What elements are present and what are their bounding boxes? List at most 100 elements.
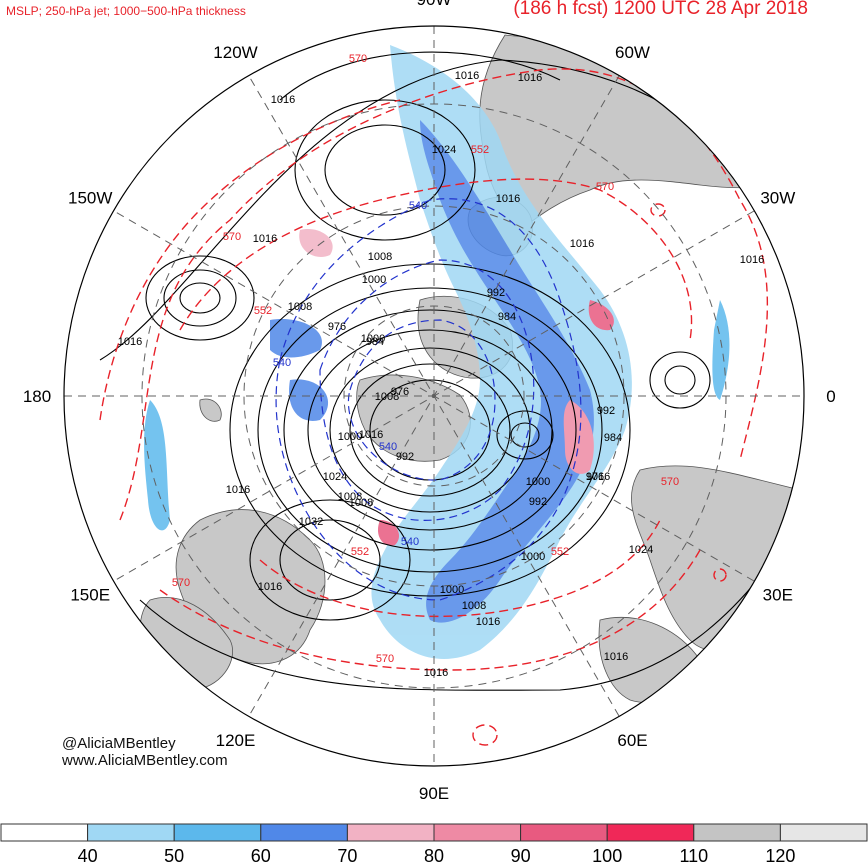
isobar-label: 1024 bbox=[432, 144, 456, 156]
isobar-label: 1000 bbox=[440, 584, 464, 596]
thickness-label-warm: 570 bbox=[376, 653, 394, 665]
longitude-label: 150W bbox=[68, 189, 112, 208]
isobar-label: 1016 bbox=[496, 193, 520, 205]
thickness-labels-cold: 540 540 540 540 bbox=[273, 200, 427, 548]
colorbar-swatch bbox=[173, 823, 262, 842]
colorbar-boxes bbox=[0, 823, 868, 842]
thickness-label-warm: 552 bbox=[471, 144, 489, 156]
isobar-label: 1032 bbox=[299, 516, 323, 528]
colorbar-swatch bbox=[606, 823, 695, 842]
isobar-label: 1008 bbox=[368, 251, 392, 263]
isobar-label: 976 bbox=[328, 321, 346, 333]
isobar-label: 992 bbox=[597, 405, 615, 417]
isobar-label: 1008 bbox=[349, 497, 373, 509]
colorbar-swatch bbox=[260, 823, 348, 842]
isobar-label: 1024 bbox=[629, 544, 653, 556]
thickness-label-cold: 540 bbox=[409, 200, 427, 212]
colorbar-swatch bbox=[87, 823, 175, 842]
isobar-label: 1016 bbox=[258, 581, 282, 593]
isobar-label: 1008 bbox=[462, 600, 486, 612]
colorbar-tick-label: 120 bbox=[765, 846, 795, 865]
thickness-label-cold: 540 bbox=[273, 357, 291, 369]
colorbar-swatch bbox=[346, 823, 435, 842]
jet-shading bbox=[144, 45, 730, 659]
colorbar-tick-label: 110 bbox=[679, 846, 708, 865]
isobar-label: 1016 bbox=[455, 70, 479, 82]
isobar-label: 1016 bbox=[604, 651, 628, 663]
thickness-cold bbox=[275, 198, 582, 601]
colorbar-tick-label: 60 bbox=[251, 846, 271, 865]
isobar-label: 1008 bbox=[375, 391, 399, 403]
isobar-label: 1016 bbox=[253, 233, 277, 245]
thickness-label-warm: 570 bbox=[596, 181, 614, 193]
jet-speed-colorbar: 40 50 60 70 80 90 100 110 120 bbox=[0, 823, 868, 865]
thickness-labels-warm: 570 552 570 552 570 570 570 552 552 570 bbox=[172, 53, 679, 665]
map-boundary bbox=[63, 25, 805, 767]
isobar-label: 1000 bbox=[361, 333, 385, 345]
colorbar-tick-label: 70 bbox=[337, 846, 357, 865]
isobar-label: 992 bbox=[487, 287, 505, 299]
longitude-label: 30W bbox=[760, 189, 795, 208]
longitude-label: 120E bbox=[216, 731, 256, 750]
longitude-label: 60W bbox=[615, 43, 650, 62]
land-alaska-islands bbox=[199, 398, 222, 422]
mslp-isobars bbox=[99, 51, 801, 691]
isobar-labels: 1016 101610161024101610081000992984976100… bbox=[118, 70, 764, 679]
isobar-label: 1016 bbox=[359, 429, 383, 441]
isobar-label: 1000 bbox=[338, 431, 362, 443]
thickness-label-cold: 540 bbox=[379, 441, 397, 453]
credit-website: www.AliciaMBentley.com bbox=[62, 752, 228, 769]
fields-description: MSLP; 250-hPa jet; 1000−500-hPa thicknes… bbox=[6, 4, 246, 18]
colorbar-tick-label: 40 bbox=[78, 846, 98, 865]
isobar-label: 1000 bbox=[526, 476, 550, 488]
polar-stereographic-map: 1016 101610161024101610081000992984976100… bbox=[23, 0, 836, 803]
isobar-label: 1008 bbox=[338, 491, 362, 503]
isobar-label: 976 bbox=[391, 386, 409, 398]
longitude-label: 60E bbox=[617, 731, 647, 750]
thickness-label-warm: 552 bbox=[351, 546, 369, 558]
isobar-label: 1024 bbox=[323, 471, 347, 483]
colorbar-labels: 40 50 60 70 80 90 100 110 120 bbox=[78, 846, 796, 865]
isobar-label: 984 bbox=[498, 311, 516, 323]
isobar-label: 1016 bbox=[118, 336, 142, 348]
colorbar-swatch bbox=[0, 823, 89, 842]
isobar-label: 1016 bbox=[586, 471, 610, 483]
longitude-label: 90W bbox=[417, 0, 452, 9]
isobar-label: 1016 bbox=[476, 616, 500, 628]
isobar-label: 1000 bbox=[362, 274, 386, 286]
longitude-label: 150E bbox=[70, 586, 110, 605]
isobar-label: 984 bbox=[366, 336, 384, 348]
colorbar-swatch bbox=[520, 823, 608, 842]
thickness-label-warm: 570 bbox=[223, 231, 241, 243]
thickness-label-warm: 570 bbox=[661, 476, 679, 488]
isobar-label: 1016 bbox=[740, 254, 764, 266]
longitude-label: 0 bbox=[826, 387, 835, 406]
thickness-warm bbox=[99, 68, 769, 746]
graticule bbox=[64, 26, 804, 766]
colorbar-swatch bbox=[779, 823, 868, 842]
thickness-label-warm: 570 bbox=[172, 577, 190, 589]
isobar-label: 1000 bbox=[521, 551, 545, 563]
thickness-label-warm: 552 bbox=[254, 305, 272, 317]
colorbar-tick-label: 90 bbox=[511, 846, 531, 865]
longitude-label: 30E bbox=[763, 586, 793, 605]
colorbar-swatch bbox=[433, 823, 522, 842]
longitude-label: 90E bbox=[419, 784, 449, 803]
forecast-title: (186 h fcst) 1200 UTC 28 Apr 2018 bbox=[513, 0, 808, 19]
longitude-label: 120W bbox=[213, 43, 257, 62]
colorbar-swatch bbox=[693, 823, 781, 842]
isobar-label: 1016 bbox=[226, 484, 250, 496]
longitude-label: 180 bbox=[23, 387, 51, 406]
isobar-label: 1008 bbox=[288, 301, 312, 313]
thickness-label-warm: 552 bbox=[551, 546, 569, 558]
colorbar-tick-label: 100 bbox=[592, 846, 622, 865]
colorbar-tick-label: 50 bbox=[164, 846, 184, 865]
isobar-label: 976 bbox=[586, 471, 604, 483]
isobar-label: 1016 bbox=[271, 94, 295, 106]
isobar-label: 1016 bbox=[518, 72, 542, 84]
thickness-label-cold: 540 bbox=[401, 536, 419, 548]
isobar-label: 992 bbox=[529, 496, 547, 508]
credit-handle: @AliciaMBentley bbox=[62, 735, 176, 752]
isobar-label: 984 bbox=[604, 432, 622, 444]
isobar-label: 1016 bbox=[424, 667, 448, 679]
